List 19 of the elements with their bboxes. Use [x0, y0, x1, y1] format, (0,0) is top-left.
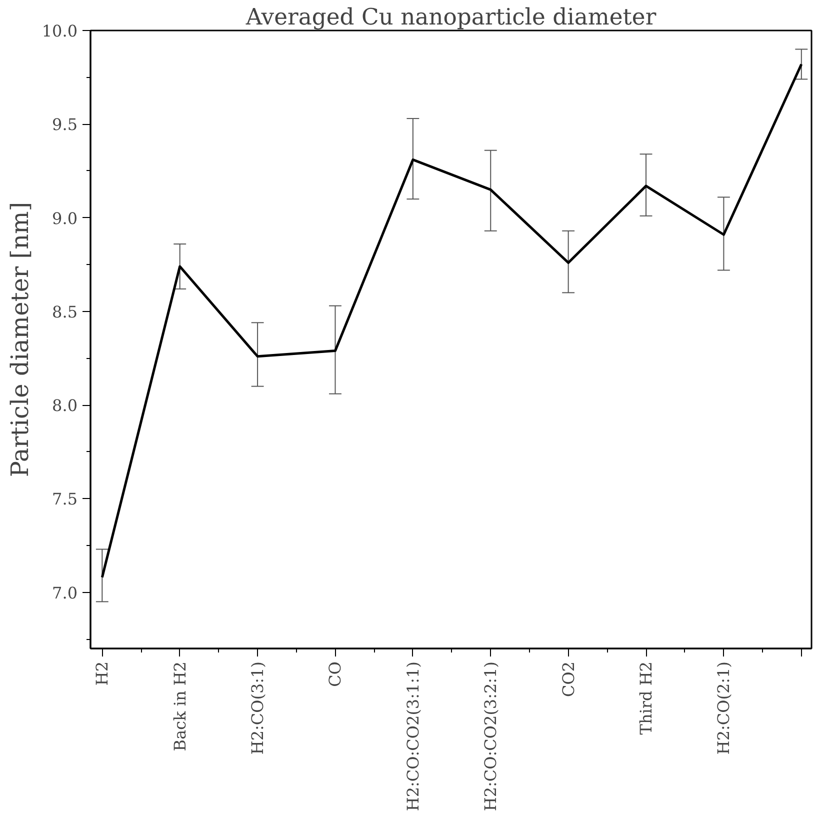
x-tick-label: H2: [92, 661, 112, 686]
y-tick-label: 10.0: [42, 22, 78, 40]
y-tick-label: 7.5: [52, 490, 78, 509]
y-tick-label: 9.0: [52, 208, 78, 228]
x-tick-label: CO: [326, 662, 345, 687]
y-tick-label: 8.5: [52, 302, 78, 322]
x-tick-label: H2:CO:CO2(3:1:1): [403, 661, 422, 812]
y-tick-label: 8.0: [52, 396, 78, 416]
chart-title: Averaged Cu nanoparticle diameter: [244, 4, 656, 30]
x-tick-label: H2:CO(2:1): [714, 661, 734, 755]
y-tick-label: 7.0: [52, 583, 78, 602]
x-tick-label: Back in H2: [170, 661, 190, 752]
y-tick-label: 9.5: [52, 115, 78, 134]
x-tick-label: H2:CO(3:1): [248, 661, 268, 755]
line-series: [100, 62, 803, 579]
x-tick-label: CO2: [558, 661, 578, 698]
y-axis-title: Particle diameter [nm]: [6, 202, 34, 478]
x-tick-label: H2:CO:CO2(3:2:1): [481, 661, 500, 812]
x-tick-label: Third H2: [636, 662, 656, 735]
